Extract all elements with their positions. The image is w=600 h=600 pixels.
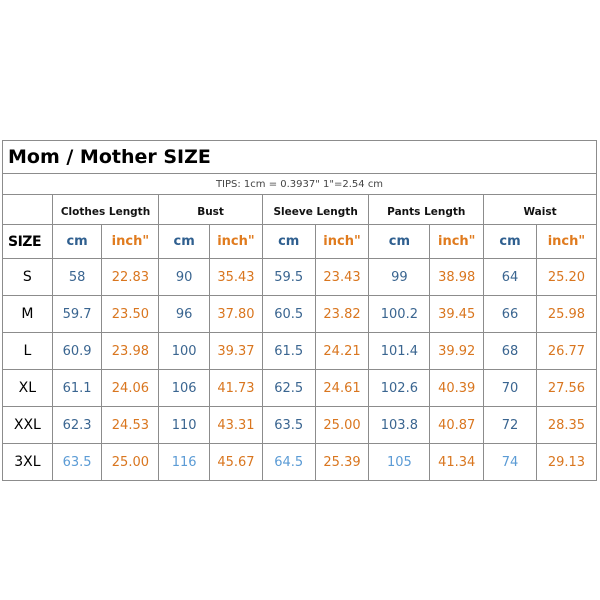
inch-value-cell: 28.35 (535, 406, 598, 444)
unit-header-inch: inch" (429, 224, 485, 259)
group-header-pants-length: Pants Length (368, 194, 485, 225)
cm-value-cell: 63.5 (261, 406, 316, 444)
chart-title: Mom / Mother SIZE (2, 140, 597, 174)
table-row: S 58 22.83 90 35.43 59.5 23.43 99 38.98 64 25.20 (2, 258, 598, 296)
cm-value-cell: 103.8 (368, 406, 431, 444)
cm-value-cell: 100.2 (368, 295, 431, 333)
cm-value-cell: 60.9 (51, 332, 103, 370)
cm-value-cell: 101.4 (368, 332, 431, 370)
inch-value-cell: 24.53 (101, 406, 160, 444)
inch-value-cell: 38.98 (429, 258, 485, 296)
size-label: M (2, 295, 53, 333)
cm-value-cell: 74 (483, 443, 537, 481)
cm-value-cell: 60.5 (261, 295, 316, 333)
table-row: M 59.7 23.50 96 37.80 60.5 23.82 100.2 39.45 66 25… (2, 295, 598, 333)
cm-value-cell: 70 (483, 369, 537, 407)
inch-value-cell: 25.00 (101, 443, 160, 481)
group-header-waist: Waist (483, 194, 597, 225)
table-row: 3XL 63.5 25.00 116 45.67 64.5 25.39 105 41.34 74 2… (2, 443, 598, 481)
cm-value-cell: 61.1 (51, 369, 103, 407)
cm-value-cell: 99 (368, 258, 431, 296)
size-label: 3XL (2, 443, 53, 481)
size-column-header: SIZE (2, 224, 53, 259)
inch-value-cell: 23.98 (101, 332, 160, 370)
cm-value-cell: 64 (483, 258, 537, 296)
inch-value-cell: 40.87 (429, 406, 485, 444)
unit-header-inch: inch" (535, 224, 598, 259)
inch-value-cell: 26.77 (535, 332, 598, 370)
cm-value-cell: 72 (483, 406, 537, 444)
inch-value-cell: 40.39 (429, 369, 485, 407)
inch-value-cell: 23.82 (314, 295, 370, 333)
inch-value-cell: 37.80 (209, 295, 263, 333)
inch-value-cell: 41.73 (209, 369, 263, 407)
size-label: L (2, 332, 53, 370)
inch-value-cell: 25.20 (535, 258, 598, 296)
cm-value-cell: 110 (158, 406, 211, 444)
size-label: XL (2, 369, 53, 407)
table-row: XXL 62.3 24.53 110 43.31 63.5 25.00 103.8 40.87 7… (2, 406, 598, 444)
cm-value-cell: 66 (483, 295, 537, 333)
group-header-bust: Bust (158, 194, 263, 225)
inch-value-cell: 27.56 (535, 369, 598, 407)
size-label: S (2, 258, 53, 296)
inch-value-cell: 24.21 (314, 332, 370, 370)
inch-value-cell: 24.06 (101, 369, 160, 407)
cm-value-cell: 61.5 (261, 332, 316, 370)
cm-value-cell: 63.5 (51, 443, 103, 481)
inch-value-cell: 45.67 (209, 443, 263, 481)
cm-value-cell: 116 (158, 443, 211, 481)
table-row: L 60.9 23.98 100 39.37 61.5 24.21 101.4 39.92 68 2… (2, 332, 598, 370)
inch-value-cell: 25.00 (314, 406, 370, 444)
unit-header-cm: cm (51, 224, 103, 259)
inch-value-cell: 39.92 (429, 332, 485, 370)
size-label: XXL (2, 406, 53, 444)
inch-value-cell: 39.37 (209, 332, 263, 370)
inch-value-cell: 22.83 (101, 258, 160, 296)
inch-value-cell: 43.31 (209, 406, 263, 444)
cm-value-cell: 62.3 (51, 406, 103, 444)
inch-value-cell: 39.45 (429, 295, 485, 333)
unit-header-cm: cm (483, 224, 537, 259)
cm-value-cell: 105 (368, 443, 431, 481)
group-header-clothes-length: Clothes Length (51, 194, 160, 225)
cm-value-cell: 62.5 (261, 369, 316, 407)
table-row: XL 61.1 24.06 106 41.73 62.5 24.61 102.6 40.39 70… (2, 369, 598, 407)
cm-value-cell: 102.6 (368, 369, 431, 407)
cm-value-cell: 100 (158, 332, 211, 370)
corner-cell (2, 194, 53, 225)
inch-value-cell: 23.50 (101, 295, 160, 333)
cm-value-cell: 59.7 (51, 295, 103, 333)
unit-header-cm: cm (368, 224, 431, 259)
inch-value-cell: 25.98 (535, 295, 598, 333)
unit-header-inch: inch" (314, 224, 370, 259)
unit-header-inch: inch" (209, 224, 263, 259)
cm-value-cell: 96 (158, 295, 211, 333)
size-chart-table: Mom / Mother SIZE TIPS: 1cm = 0.3937" 1"… (2, 140, 598, 481)
unit-header-inch: inch" (101, 224, 160, 259)
inch-value-cell: 24.61 (314, 369, 370, 407)
inch-value-cell: 41.34 (429, 443, 485, 481)
inch-value-cell: 23.43 (314, 258, 370, 296)
cm-value-cell: 64.5 (261, 443, 316, 481)
conversion-tips: TIPS: 1cm = 0.3937" 1"=2.54 cm (2, 173, 597, 195)
cm-value-cell: 90 (158, 258, 211, 296)
inch-value-cell: 35.43 (209, 258, 263, 296)
cm-value-cell: 58 (51, 258, 103, 296)
unit-header-cm: cm (261, 224, 316, 259)
cm-value-cell: 68 (483, 332, 537, 370)
unit-header-cm: cm (158, 224, 211, 259)
cm-value-cell: 106 (158, 369, 211, 407)
inch-value-cell: 25.39 (314, 443, 370, 481)
cm-value-cell: 59.5 (261, 258, 316, 296)
group-header-sleeve-length: Sleeve Length (261, 194, 370, 225)
inch-value-cell: 29.13 (535, 443, 598, 481)
